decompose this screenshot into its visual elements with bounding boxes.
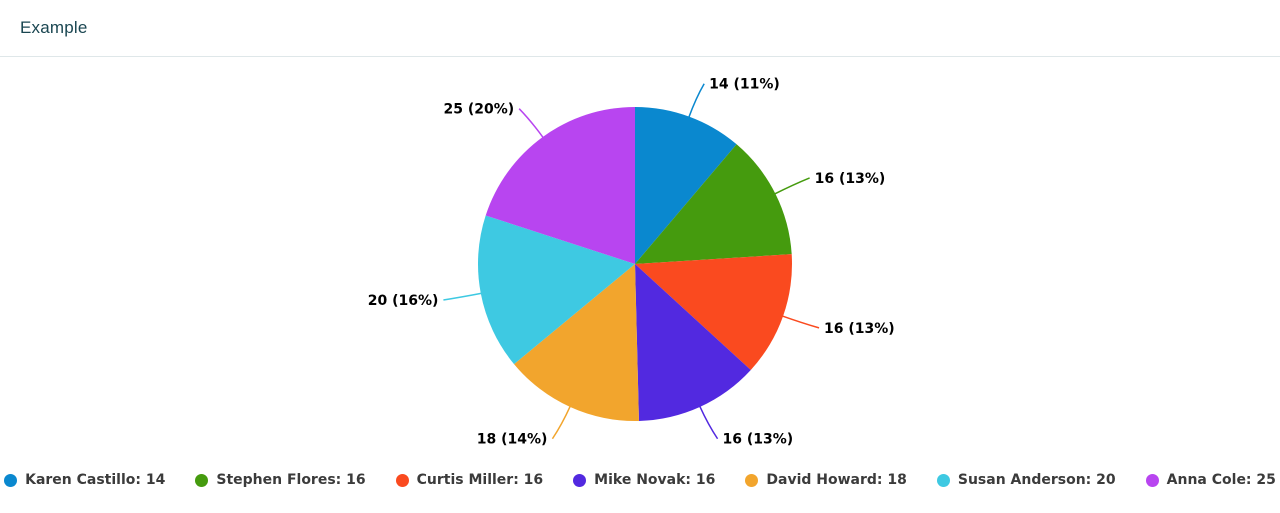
slice-label-tick-karen-castillo bbox=[688, 83, 705, 118]
pie-slice-david-howard[interactable] bbox=[514, 264, 639, 421]
legend-marker-icon bbox=[936, 473, 950, 487]
legend-label: Mike Novak: 16 bbox=[594, 472, 716, 488]
slice-label-susan-anderson: 20 (16%) bbox=[368, 293, 439, 309]
legend-label: Susan Anderson: 20 bbox=[957, 472, 1116, 488]
legend-item-mike-novak[interactable]: Mike Novak: 16 bbox=[573, 472, 715, 488]
slice-label-tick-david-howard bbox=[551, 405, 572, 440]
pie-slice-karen-castillo[interactable] bbox=[635, 107, 737, 264]
slice-label-david-howard: 18 (14%) bbox=[477, 432, 548, 448]
legend-label: David Howard: 18 bbox=[766, 472, 907, 488]
legend-marker-icon bbox=[745, 473, 759, 487]
pie-slice-susan-anderson[interactable] bbox=[477, 215, 635, 365]
slice-label-tick-mike-novak bbox=[698, 405, 719, 440]
legend-item-susan-anderson[interactable]: Susan Anderson: 20 bbox=[936, 472, 1116, 488]
chart-header: Example bbox=[0, 0, 1280, 57]
slice-label-tick-anna-cole bbox=[518, 108, 544, 139]
legend-label: Karen Castillo: 14 bbox=[25, 472, 166, 488]
legend-item-david-howard[interactable]: David Howard: 18 bbox=[745, 472, 907, 488]
chart-title: Example bbox=[20, 18, 88, 37]
legend-marker-icon bbox=[195, 473, 209, 487]
slice-label-curtis-miller: 16 (13%) bbox=[824, 321, 895, 337]
legend-item-karen-castillo[interactable]: Karen Castillo: 14 bbox=[4, 472, 165, 488]
slice-label-karen-castillo: 14 (11%) bbox=[709, 77, 780, 93]
pie-slice-stephen-flores[interactable] bbox=[635, 144, 792, 264]
pie-slice-anna-cole[interactable] bbox=[485, 107, 635, 264]
chart-legend: Karen Castillo: 14 Stephen Flores: 16 Curt… bbox=[0, 449, 1280, 511]
legend-label: Curtis Miller: 16 bbox=[416, 472, 544, 488]
legend-item-stephen-flores[interactable]: Stephen Flores: 16 bbox=[195, 472, 366, 488]
pie-slice-curtis-miller[interactable] bbox=[635, 254, 793, 371]
pie-chart-svg: 14 (11%) 16 (13%) 16 (13%) 16 (13%) 18 (14%)… bbox=[368, 77, 895, 448]
pie-slice-mike-novak[interactable] bbox=[635, 264, 751, 421]
slice-label-tick-susan-anderson bbox=[443, 292, 482, 301]
slice-label-tick-stephen-flores bbox=[774, 177, 810, 195]
slice-label-mike-novak: 16 (13%) bbox=[723, 432, 794, 448]
pie-chart-area: 14 (11%) 16 (13%) 16 (13%) 16 (13%) 18 (14%)… bbox=[0, 57, 1280, 449]
legend-marker-icon bbox=[4, 473, 18, 487]
legend-marker-icon bbox=[1145, 473, 1159, 487]
legend-label: Stephen Flores: 16 bbox=[216, 472, 366, 488]
legend-marker-icon bbox=[395, 473, 409, 487]
slice-label-stephen-flores: 16 (13%) bbox=[815, 171, 886, 187]
legend-marker-icon bbox=[573, 473, 587, 487]
slice-label-anna-cole: 25 (20%) bbox=[443, 102, 514, 118]
legend-item-anna-cole[interactable]: Anna Cole: 25 bbox=[1145, 472, 1276, 488]
legend-item-curtis-miller[interactable]: Curtis Miller: 16 bbox=[395, 472, 544, 488]
slice-label-tick-curtis-miller bbox=[781, 315, 820, 329]
legend-label: Anna Cole: 25 bbox=[1166, 472, 1276, 488]
